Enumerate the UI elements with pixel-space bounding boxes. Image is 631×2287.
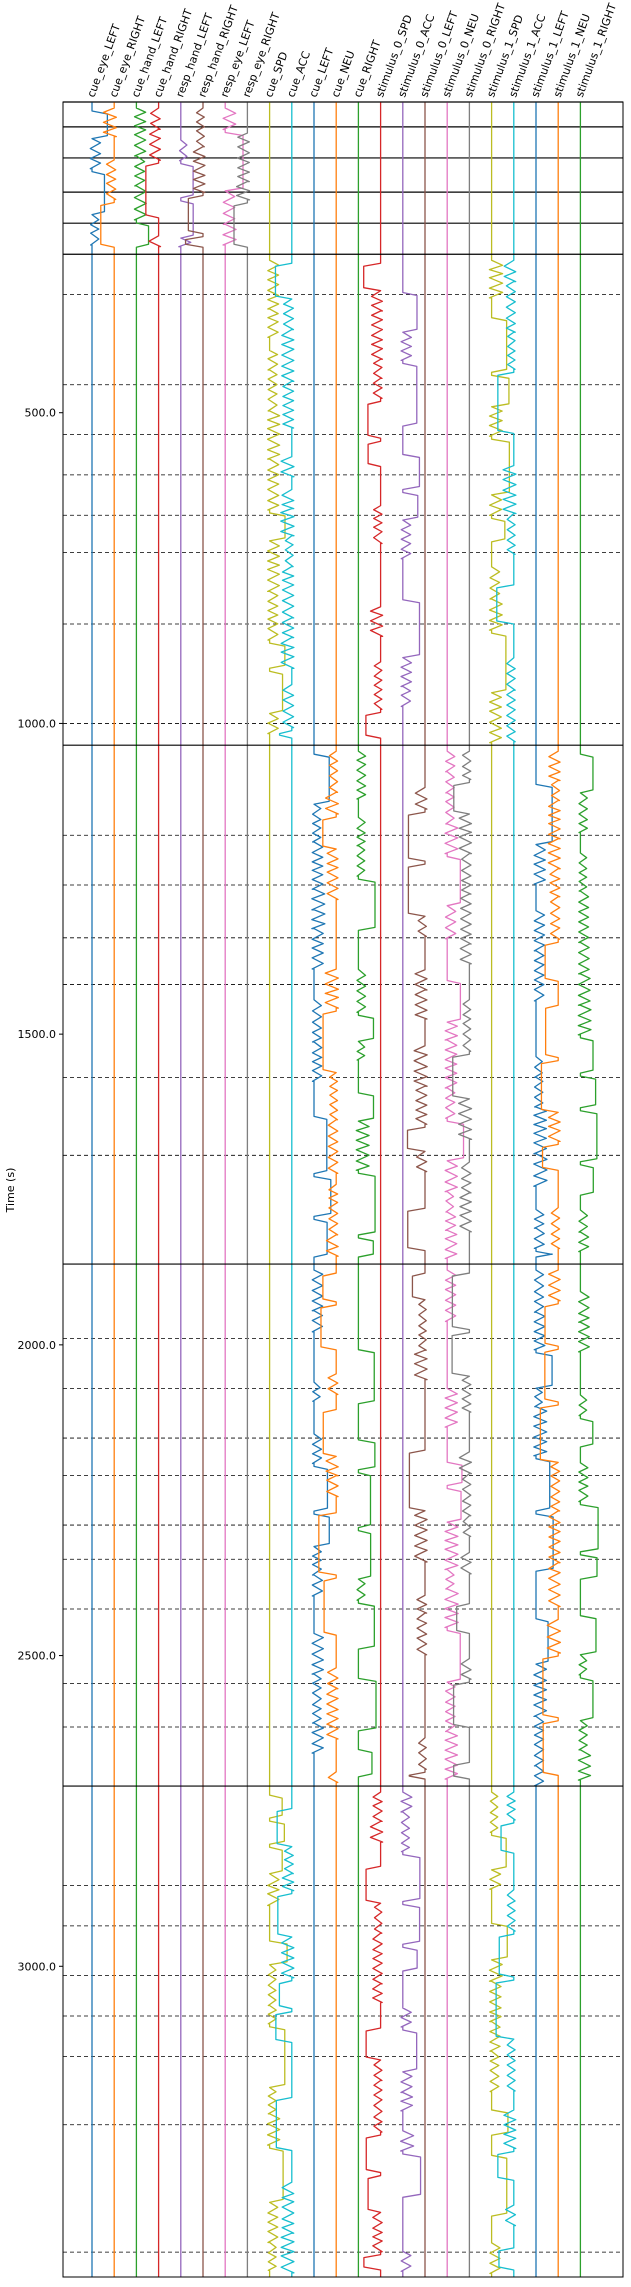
trace-stimulus-1-neu [539,102,562,2277]
trace-cue-right [355,102,377,2277]
trace-stimulus-1-acc [495,102,517,2277]
trace-stimulus-0-acc [399,102,422,2277]
trace-stimulus-0-right [451,102,473,2277]
trace-cue-neu [318,102,340,2277]
trace-cue-hand-right [145,102,162,2277]
plot-frame [62,101,624,2278]
trace-stimulus-0-spd [363,102,384,2277]
trace-cue-eye-right [100,102,118,2277]
trace-resp-hand-right [184,102,206,2277]
channel-traces [89,102,599,2277]
trace-stimulus-1-right [577,102,599,2277]
y-tick-label: 3000.0 [18,1960,57,1973]
y-tick-label: 2000.0 [18,1339,57,1352]
y-axis-ticks: 500.0 1000.0 1500.0 2000.0 2500.0 3000.0 [18,407,63,1973]
y-tick-label: 1000.0 [18,717,57,730]
trace-cue-eye-left [89,102,109,2277]
run-boundary-lines [63,253,623,1787]
trace-cue-hand-left [133,102,150,2277]
trace-stimulus-0-neu [444,102,465,2277]
y-axis-title: Time (s) [4,1168,17,1214]
trace-stimulus-1-left [533,102,554,2277]
trace-cue-acc [274,102,295,2277]
y-tick-label: 1500.0 [18,1028,57,1041]
trace-resp-eye-left [222,102,244,2277]
trace-cue-spd [266,102,288,2277]
trace-cue-left [311,102,332,2277]
trace-stimulus-0-left [406,102,428,2277]
y-tick-label: 2500.0 [18,1650,57,1663]
trace-resp-eye-right [233,102,251,2277]
y-tick-label: 500.0 [25,407,57,420]
